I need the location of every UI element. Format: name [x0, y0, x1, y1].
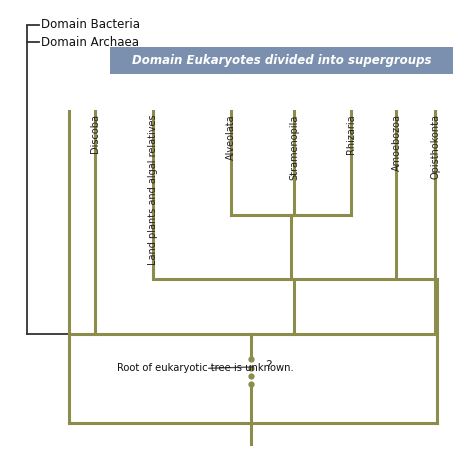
Text: Domain Bacteria: Domain Bacteria	[41, 18, 140, 31]
Text: Alveolata: Alveolata	[226, 114, 236, 160]
Text: Discoba: Discoba	[90, 114, 100, 153]
Text: ?: ?	[265, 359, 272, 372]
Text: Amoebozoa: Amoebozoa	[392, 114, 401, 172]
Text: Stramenopila: Stramenopila	[290, 114, 299, 180]
FancyBboxPatch shape	[110, 47, 453, 74]
Text: Domain Archaea: Domain Archaea	[41, 36, 139, 49]
Text: Rhizaria: Rhizaria	[346, 114, 356, 154]
Text: Land plants and algal relatives: Land plants and algal relatives	[149, 114, 158, 265]
Text: Domain Eukaryotes divided into supergroups: Domain Eukaryotes divided into supergrou…	[132, 54, 431, 67]
Text: Root of eukaryotic tree is unknown.: Root of eukaryotic tree is unknown.	[118, 363, 294, 373]
Text: Opisthokonta: Opisthokonta	[431, 114, 440, 179]
